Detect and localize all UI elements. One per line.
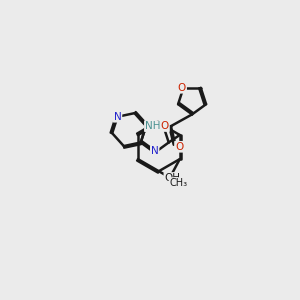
- Text: CH₃: CH₃: [169, 178, 188, 188]
- Text: N: N: [151, 146, 159, 156]
- Text: OH: OH: [164, 173, 180, 183]
- Text: NH: NH: [145, 121, 161, 131]
- Text: N: N: [114, 112, 122, 122]
- Text: O: O: [178, 83, 186, 93]
- Text: O: O: [175, 142, 183, 152]
- Text: O: O: [161, 121, 169, 131]
